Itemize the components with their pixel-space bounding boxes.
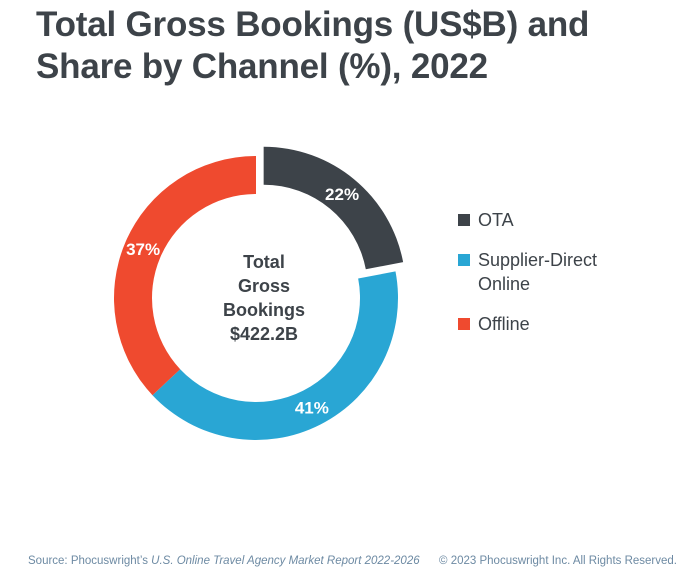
legend-item-supplier-direct-online: Supplier-Direct Online: [458, 248, 678, 296]
chart-title-line-2: Share by Channel (%), 2022: [36, 47, 488, 86]
source-note: Source: Phocuswright’s U.S. Online Trave…: [28, 555, 420, 567]
slice-label-supplier-direct-online: 41%: [295, 399, 329, 418]
legend-swatch-ota: [458, 214, 470, 226]
copyright-note: © 2023 Phocuswright Inc. All Rights Rese…: [439, 555, 677, 567]
legend-swatch-offline: [458, 318, 470, 330]
legend-swatch-supplier-direct-online: [458, 254, 470, 266]
chart-title-line-1: Total Gross Bookings (US$B) and: [36, 5, 590, 44]
legend-item-offline: Offline: [458, 312, 678, 336]
slice-label-offline: 37%: [126, 240, 160, 259]
center-label-line-1: Total: [243, 252, 285, 272]
slice-ota: [263, 146, 404, 270]
slice-supplier-direct-online: [152, 271, 399, 441]
center-label-line-2: Gross: [238, 276, 290, 296]
legend-label-offline: Offline: [478, 314, 530, 334]
source-report-title: U.S. Online Travel Agency Market Report …: [151, 555, 420, 567]
legend-item-ota: OTA: [458, 208, 678, 232]
legend-label-ota: OTA: [478, 210, 514, 230]
legend-label-supplier-direct-online-line-1: Supplier-Direct: [478, 250, 598, 270]
legend-label-supplier-direct-online-line-2: Online: [478, 274, 531, 294]
chart-legend: OTA Supplier-Direct Online Offline: [458, 208, 678, 336]
center-label-line-3: Bookings: [223, 300, 305, 320]
center-label-line-4: $422.2B: [230, 324, 298, 344]
slice-label-ota: 22%: [325, 185, 359, 204]
source-prefix: Source: Phocuswright’s: [28, 555, 152, 567]
slice-offline: [114, 156, 257, 396]
chart-title: Total Gross Bookings (US$B) and Share by…: [36, 4, 676, 88]
